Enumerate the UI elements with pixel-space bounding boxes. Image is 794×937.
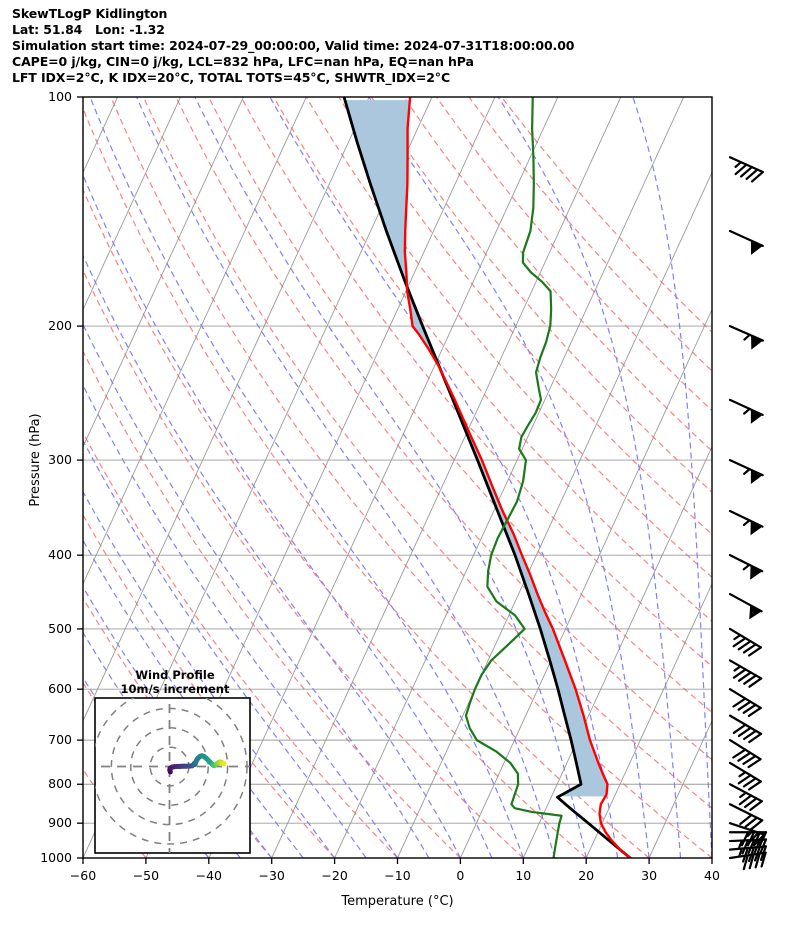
y-tick-label: 600 bbox=[48, 681, 72, 697]
x-tick-label: −60 bbox=[69, 868, 97, 883]
x-tick-label: −40 bbox=[195, 868, 222, 883]
temperature-curve bbox=[403, 97, 632, 858]
y-tick-label: 900 bbox=[48, 815, 72, 831]
hodograph-inset bbox=[94, 697, 251, 854]
y-tick-label: 400 bbox=[48, 547, 72, 563]
wind-profile-title: Wind Profile bbox=[135, 668, 215, 682]
cape-cin-info: CAPE=0 j/kg, CIN=0 j/kg, LCL=832 hPa, LF… bbox=[12, 54, 474, 69]
x-tick-label: 30 bbox=[641, 868, 658, 883]
x-axis-label: Temperature (°C) bbox=[341, 894, 454, 909]
axis-ticks bbox=[77, 96, 713, 864]
wind-barb bbox=[728, 822, 766, 847]
wind-barb bbox=[728, 156, 764, 183]
y-tick-label: 1000 bbox=[40, 850, 72, 865]
x-tick-label: −50 bbox=[132, 868, 160, 883]
y-tick-label: 300 bbox=[48, 452, 72, 468]
wind-barb bbox=[728, 845, 767, 863]
dry-adiabats bbox=[83, 97, 712, 858]
x-tick-label: 40 bbox=[704, 868, 720, 883]
y-tick-label: 800 bbox=[48, 776, 72, 792]
hodograph-frame bbox=[94, 697, 251, 854]
wind-profile-subtitle: 10m/s increment bbox=[120, 682, 230, 696]
x-tick-label: 20 bbox=[578, 868, 595, 883]
parcel-path-curve bbox=[342, 97, 632, 858]
wind-barb bbox=[728, 627, 762, 657]
dewpoint-curve bbox=[464, 97, 563, 858]
wind-barb bbox=[728, 739, 762, 769]
wind-barbs bbox=[728, 156, 768, 871]
y-tick-label: 500 bbox=[48, 620, 72, 636]
moist-adiabats bbox=[83, 97, 712, 858]
x-tick-label: −30 bbox=[258, 868, 285, 883]
plot-border bbox=[82, 96, 713, 859]
wind-barb bbox=[728, 554, 764, 580]
y-tick-label: 700 bbox=[48, 732, 72, 748]
x-tick-label: 0 bbox=[456, 868, 465, 883]
y-tick-label: 200 bbox=[48, 318, 72, 334]
simulation-time-info: Simulation start time: 2024-07-29_00:00:… bbox=[12, 38, 575, 53]
wind-barb bbox=[728, 458, 764, 485]
wind-barb bbox=[728, 761, 762, 791]
x-tick-label: 10 bbox=[515, 868, 532, 883]
wind-barb bbox=[728, 714, 763, 744]
wind-barb bbox=[728, 324, 765, 350]
x-tick-label: −20 bbox=[321, 868, 348, 883]
station-coordinates: Lat: 51.84 Lon: -1.32 bbox=[12, 22, 165, 37]
wind-barb bbox=[728, 851, 767, 871]
wind-barb bbox=[728, 229, 764, 255]
wind-barb bbox=[728, 659, 763, 688]
wind-barb bbox=[728, 783, 763, 811]
stability-indices-info: LFT IDX=2°C, K IDX=20°C, TOTAL TOTS=45°C… bbox=[12, 70, 451, 85]
y-tick-label: 100 bbox=[48, 89, 72, 104]
wind-barb bbox=[728, 398, 764, 424]
wind-barb bbox=[728, 838, 768, 855]
wind-barb bbox=[728, 688, 762, 718]
wind-barb bbox=[728, 509, 764, 536]
wind-barb bbox=[728, 803, 764, 831]
page-title: SkewTLogP Kidlington bbox=[12, 6, 168, 21]
x-tick-label: −10 bbox=[384, 868, 411, 883]
wind-barb bbox=[728, 592, 763, 620]
